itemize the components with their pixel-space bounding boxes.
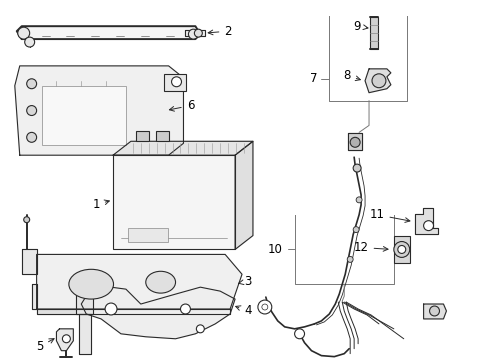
Circle shape [27,132,37,142]
Polygon shape [365,69,390,93]
Circle shape [397,246,405,253]
Circle shape [352,164,360,172]
Ellipse shape [69,269,113,299]
Circle shape [262,304,267,310]
Polygon shape [76,294,93,314]
Circle shape [27,105,37,116]
Circle shape [371,74,385,88]
Polygon shape [37,255,242,309]
Circle shape [349,137,359,147]
Bar [41,86,126,145]
Circle shape [171,77,181,87]
Circle shape [355,197,361,203]
Circle shape [194,29,202,37]
Text: 7: 7 [309,72,317,85]
Polygon shape [21,249,37,274]
Circle shape [294,329,304,339]
Bar [128,228,167,242]
Bar [393,235,409,264]
Polygon shape [414,208,438,234]
Text: 11: 11 [369,208,409,222]
Text: 9: 9 [353,20,367,33]
Bar [113,155,235,249]
Polygon shape [17,26,200,39]
Circle shape [24,217,30,223]
Polygon shape [113,141,252,155]
Text: 10: 10 [267,243,282,256]
Polygon shape [81,287,235,339]
Text: 1: 1 [92,198,109,211]
Circle shape [25,37,35,47]
Polygon shape [37,309,230,314]
Polygon shape [235,141,252,249]
Text: 12: 12 [353,241,387,254]
Circle shape [196,325,204,333]
Polygon shape [15,66,183,155]
Circle shape [105,303,117,315]
Bar [155,131,168,141]
Ellipse shape [145,271,175,293]
Text: 3: 3 [238,275,251,288]
Circle shape [188,29,198,39]
Polygon shape [32,284,37,309]
Bar [163,74,186,91]
Circle shape [180,304,190,314]
Bar [136,131,148,141]
Circle shape [423,221,433,231]
Polygon shape [79,314,91,354]
Circle shape [257,300,271,314]
Circle shape [62,335,70,343]
Text: 8: 8 [343,69,360,82]
Polygon shape [423,304,446,319]
Circle shape [352,227,358,233]
Text: 2: 2 [208,24,231,38]
Polygon shape [185,30,205,36]
Circle shape [428,306,439,316]
Text: 4: 4 [235,305,251,318]
Circle shape [393,242,409,257]
Text: 5: 5 [36,339,54,353]
Text: 6: 6 [169,99,194,112]
Bar [369,17,377,49]
Circle shape [346,256,352,262]
Polygon shape [347,133,361,150]
Polygon shape [56,329,73,351]
Circle shape [18,27,30,39]
Circle shape [27,79,37,89]
